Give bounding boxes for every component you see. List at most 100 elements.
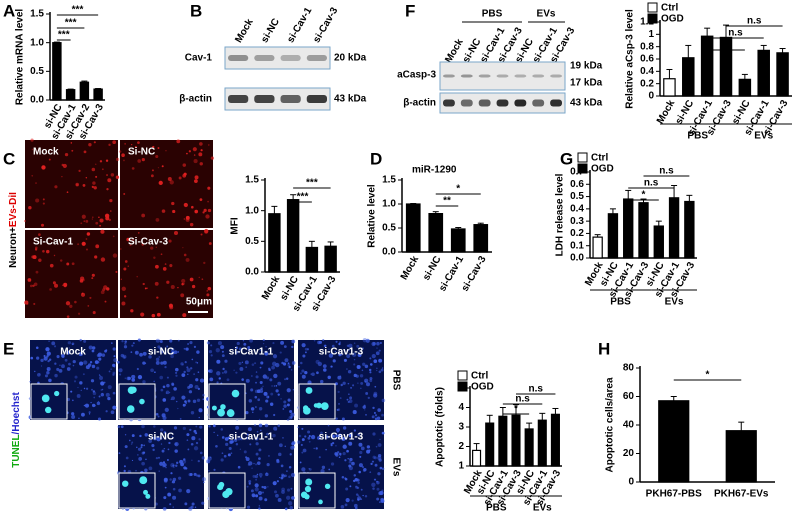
cell (130, 443, 133, 445)
cell (85, 177, 88, 179)
cell (153, 256, 156, 259)
cell (356, 486, 360, 490)
cell (318, 499, 323, 505)
cell (92, 311, 96, 315)
cell (288, 465, 292, 469)
cell (220, 458, 224, 462)
y-tick-label: 3 (458, 422, 464, 433)
cell (189, 473, 193, 476)
cell (287, 488, 291, 492)
cell (226, 409, 235, 417)
cell (173, 466, 175, 469)
cell (151, 313, 156, 318)
cell (110, 410, 115, 415)
cell (188, 390, 193, 394)
cell (132, 342, 135, 345)
cell (258, 448, 262, 452)
legend-label: Ctrl (471, 371, 488, 382)
cell (37, 372, 41, 377)
cell (289, 506, 294, 510)
cell (111, 342, 113, 344)
cell (193, 429, 197, 433)
cell (260, 349, 262, 351)
bar (757, 49, 770, 97)
blot (224, 87, 331, 111)
cell (375, 351, 380, 356)
cell (68, 362, 71, 366)
row-label: β-actin (403, 98, 436, 109)
y-tick-label: 0.4 (570, 203, 584, 214)
cell (199, 425, 203, 429)
cell (337, 351, 341, 354)
cell (71, 414, 76, 420)
cell (266, 395, 270, 399)
cell (137, 447, 142, 451)
cell (38, 258, 42, 262)
cell (201, 456, 205, 460)
annotation: ** (443, 196, 451, 207)
cell (45, 347, 50, 352)
cell (113, 406, 116, 409)
cell (184, 502, 188, 506)
cell (346, 449, 349, 453)
cell (241, 378, 244, 381)
image-label: Si-Cav-1 (33, 237, 73, 248)
cell (330, 444, 333, 447)
cell (81, 241, 86, 246)
cell (208, 469, 210, 472)
cell (255, 371, 258, 373)
cell (233, 369, 235, 371)
cell (230, 452, 233, 455)
y-tick-label: 0.1 (570, 240, 584, 251)
cell (183, 466, 187, 470)
cell (311, 372, 315, 376)
cell (224, 359, 228, 363)
cell (331, 344, 335, 348)
cell (106, 174, 109, 177)
cell (364, 409, 366, 411)
cell (129, 439, 131, 442)
cell (158, 456, 160, 459)
cell (35, 346, 39, 350)
cell (320, 469, 325, 474)
cell (374, 414, 378, 417)
cell (89, 296, 92, 299)
cell (237, 437, 241, 441)
cell (97, 417, 102, 421)
cell (343, 358, 347, 362)
bar (537, 419, 547, 467)
cell (91, 364, 96, 369)
cell (169, 339, 173, 343)
cell (72, 359, 76, 364)
cell (285, 377, 289, 380)
cell (33, 282, 38, 287)
cell (376, 367, 378, 370)
band (280, 55, 301, 61)
image-label: 100μm (348, 509, 380, 520)
cell (120, 248, 122, 250)
cell (170, 284, 175, 290)
cell (83, 387, 86, 390)
cell (255, 452, 259, 456)
cell (183, 172, 187, 176)
cell (275, 362, 280, 368)
cell (119, 373, 122, 376)
cell (291, 441, 296, 445)
cell (171, 201, 175, 206)
cell (173, 350, 178, 354)
cell (101, 353, 106, 357)
cell (115, 270, 118, 273)
cell (99, 224, 101, 227)
cell (171, 350, 175, 355)
cell (156, 437, 161, 442)
cell (348, 441, 353, 446)
x-tick-label: si-NC (421, 254, 444, 282)
legend-label: OGD (591, 164, 614, 175)
cell (221, 354, 225, 358)
cell (300, 443, 303, 447)
cell (365, 338, 370, 343)
cell (155, 357, 160, 362)
cell (290, 369, 293, 371)
cell (238, 347, 242, 351)
band (443, 74, 455, 78)
